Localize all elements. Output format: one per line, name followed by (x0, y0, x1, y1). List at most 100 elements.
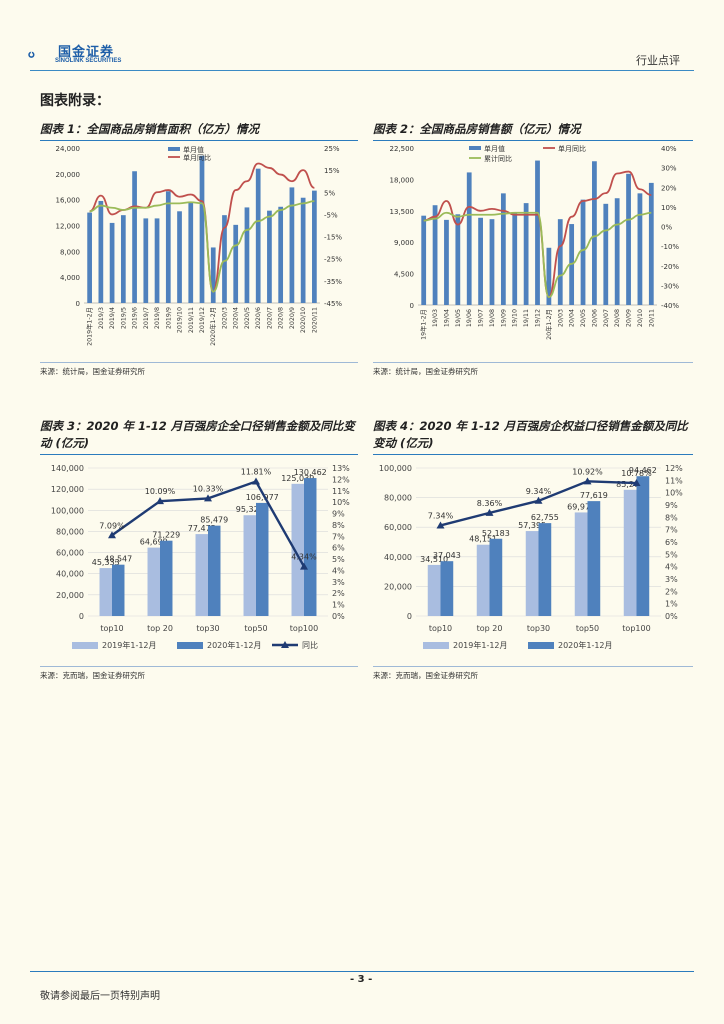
y2-tick-label: -35% (324, 278, 342, 286)
x-tick-label: 19/10 (512, 309, 519, 327)
y-tick-label: 16,000 (56, 197, 81, 205)
y2-tick-label: 4% (332, 566, 345, 575)
bar (300, 197, 306, 303)
figure-3-source: 来源：克而瑞，国金证券研究所 (40, 671, 145, 680)
x-tick-label: 19/09 (500, 309, 507, 327)
figure-3-rule (40, 454, 358, 455)
y-tick-label: 9,000 (394, 239, 414, 247)
y-tick-label: 18,000 (390, 176, 415, 184)
bar-data-label: 69,970 (567, 502, 595, 511)
x-tick-label: top50 (576, 624, 599, 633)
y-tick-label: 8,000 (60, 248, 80, 256)
line-marker (252, 477, 260, 485)
x-tick-label: 19/04 (443, 309, 450, 327)
y-tick-label: 4,000 (60, 274, 80, 282)
figure-3-title: 图表 3：2020 年 1-12 月百强房企全口径销售金额及同比变动 (亿元) (40, 419, 355, 450)
figure-2-rule (373, 140, 693, 141)
legend-swatch (469, 146, 481, 150)
bar (177, 211, 182, 303)
bar (523, 203, 529, 305)
x-tick-label: 2020/8 (278, 307, 285, 329)
x-tick-label: 19/12 (535, 309, 542, 327)
y-tick-label: 22,500 (390, 145, 415, 153)
y-tick-label: 24,000 (56, 145, 81, 153)
bar (580, 199, 586, 305)
x-tick-label: 2020/11 (311, 307, 318, 333)
bar (99, 568, 112, 616)
bar (109, 222, 115, 303)
figure-3-bottom-rule (40, 666, 358, 667)
bar (289, 187, 295, 303)
figure-4-source: 来源：克而瑞，国金证券研究所 (373, 671, 478, 680)
y2-tick-label: 15% (324, 167, 340, 175)
x-tick-label: 20/08 (614, 309, 621, 327)
line-data-label: 11.81% (241, 468, 272, 477)
bar (626, 173, 631, 305)
y2-tick-label: 6% (665, 538, 678, 547)
bar-data-label: 77,619 (580, 491, 608, 500)
x-tick-label: 2019/7 (143, 307, 150, 329)
y2-tick-label: 0% (332, 612, 345, 621)
x-tick-label: 2020/5 (244, 307, 251, 329)
bar (525, 531, 539, 616)
legend-swatch (528, 642, 554, 649)
legend-label: 单月值 (183, 145, 204, 154)
bar-data-label: 48,547 (104, 555, 132, 564)
bar-data-label: 62,755 (531, 513, 559, 522)
y2-tick-label: 9% (665, 501, 678, 510)
bar-data-label: 34,510 (420, 555, 448, 564)
legend-swatch (168, 147, 180, 151)
line-marker (108, 531, 116, 539)
x-tick-label: 20/10 (637, 309, 644, 327)
page-number: - 3 - (350, 974, 373, 985)
y2-tick-label: -25% (324, 256, 342, 264)
x-tick-label: 2019/11 (188, 307, 195, 333)
y-tick-label: 0 (407, 612, 412, 621)
legend-label: 2020年1-12月 (207, 640, 262, 650)
y2-tick-label: 10% (332, 498, 350, 507)
legend-label: 2019年1-12月 (102, 640, 157, 650)
line-marker (583, 477, 592, 485)
bar-data-label: 85,269 (616, 480, 644, 489)
legend-label: 同比 (302, 640, 318, 650)
legend-label: 2020年1-12月 (558, 640, 613, 650)
line-marker (485, 508, 494, 516)
bar-data-label: 95,322 (236, 505, 264, 514)
figure-2-title: 图表 2：全国商品房销售额（亿元）情况 (373, 122, 581, 136)
x-tick-label: 2019/8 (154, 307, 161, 329)
y-tick-label: 80,000 (56, 527, 84, 536)
figure-2-source: 来源：统计局，国金证券研究所 (373, 367, 478, 376)
series-line (423, 170, 652, 299)
bar (233, 224, 239, 303)
bar (87, 212, 92, 303)
y-tick-label: 0 (76, 300, 80, 308)
figure-1-rule (40, 140, 358, 141)
legend-swatch (72, 642, 98, 649)
line-data-label: 10.92% (572, 467, 603, 476)
figure-3-chart: 140,000 120,000 100,000 80,000 60,000 40,000 2… (51, 464, 350, 650)
y2-tick-label: -30% (661, 282, 679, 290)
y2-tick-label: 20% (661, 184, 677, 192)
bar (427, 564, 441, 616)
x-tick-label: top30 (527, 624, 550, 633)
y-tick-label: 12,000 (56, 223, 81, 231)
line-marker (156, 497, 164, 505)
bar (637, 193, 643, 305)
line-marker (436, 521, 445, 529)
y2-tick-label: 10% (665, 489, 683, 498)
y-tick-label: 100,000 (51, 506, 84, 515)
bar (557, 219, 563, 305)
bar (143, 218, 149, 303)
footer-disclaimer: 敬请参阅最后一页特别声明 (40, 991, 160, 1002)
page-header: 国金证券 SINOLINK SECURITIES 行业点评 (0, 0, 724, 70)
bar (440, 561, 454, 616)
line-data-label: 10.78% (621, 469, 652, 478)
x-tick-label: top 20 (147, 624, 173, 633)
x-tick-label: 2019/3 (98, 307, 105, 329)
x-tick-label: 19/11 (523, 309, 530, 327)
y2-tick-label: -40% (661, 302, 679, 310)
x-tick-label: 20/09 (626, 309, 633, 327)
footer-divider (30, 971, 694, 972)
y-tick-label: 0 (410, 302, 414, 310)
line-data-label: 7.09% (99, 521, 125, 530)
